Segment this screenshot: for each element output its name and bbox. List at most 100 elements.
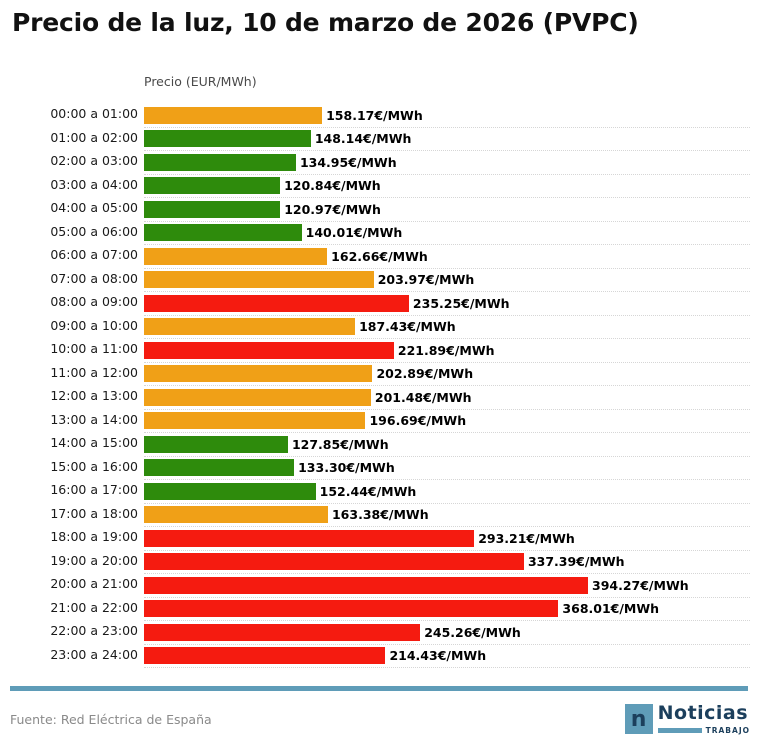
gridline xyxy=(144,502,750,504)
chart-row: 02:00 a 03:00 134.95€/MWh xyxy=(0,151,758,175)
bar-category-label: 01:00 a 02:00 xyxy=(50,129,138,145)
bar-category-label: 15:00 a 16:00 xyxy=(50,458,138,474)
chart-row: 03:00 a 04:00 120.84€/MWh xyxy=(0,175,758,198)
chart-row: 00:00 a 01:00 158.17€/MWh xyxy=(0,104,758,128)
bar-value-label: 163.38€/MWh xyxy=(331,507,429,522)
gridline xyxy=(144,667,750,668)
bar-category-label: 05:00 a 06:00 xyxy=(50,223,138,239)
bar-value-label: 120.84€/MWh xyxy=(284,178,381,193)
price-bar xyxy=(144,647,386,664)
price-bar xyxy=(144,224,302,241)
price-bar xyxy=(144,294,409,312)
bar-value-label: 293.21€/MWh xyxy=(478,530,575,546)
bar-category-label: 02:00 a 03:00 xyxy=(50,153,138,168)
bar-value-label: 120.97€/MWh xyxy=(284,201,381,217)
bar-category-label: 20:00 a 21:00 xyxy=(50,576,138,591)
price-bar xyxy=(144,177,281,194)
chart-plot-area: 00:00 a 01:00 158.17€/MWh 01:00 a 02:00 148… xyxy=(0,104,758,674)
chart-row: 14:00 a 15:00 127.85€/MWh xyxy=(0,433,758,457)
chart-row: 16:00 a 17:00 152.44€/MWh xyxy=(0,480,758,504)
chart-row: 15:00 a 16:00 133.30€/MWh xyxy=(0,457,758,480)
bar-category-label: 21:00 a 22:00 xyxy=(50,599,138,615)
gridline xyxy=(144,197,750,198)
bar-value-label: 202.89€/MWh xyxy=(376,366,474,381)
page-title: Precio de la luz, 10 de marzo de 2026 (P… xyxy=(12,8,639,37)
chart-row: 01:00 a 02:00 148.14€/MWh xyxy=(0,128,758,151)
chart-row: 11:00 a 12:00 202.89€/MWh xyxy=(0,363,758,386)
bar-category-label: 23:00 a 24:00 xyxy=(50,646,138,662)
chart-row: 08:00 a 09:00 235.25€/MWh xyxy=(0,292,758,316)
bar-category-label: 08:00 a 09:00 xyxy=(50,294,138,309)
gridline xyxy=(144,643,750,645)
gridline xyxy=(144,220,750,222)
bar-value-label: 201.48€/MWh xyxy=(374,389,472,405)
logo-tagline: TRABAJO xyxy=(705,725,750,735)
bar-value-label: 133.30€/MWh xyxy=(298,460,395,475)
price-bar xyxy=(144,506,328,523)
price-bar xyxy=(144,247,328,265)
bar-category-label: 17:00 a 18:00 xyxy=(50,505,138,521)
gridline xyxy=(144,385,750,386)
bar-category-label: 10:00 a 11:00 xyxy=(50,341,138,356)
chart-row: 10:00 a 11:00 221.89€/MWh xyxy=(0,339,758,363)
chart-row: 17:00 a 18:00 163.38€/MWh xyxy=(0,504,758,527)
chart-row: 12:00 a 13:00 201.48€/MWh xyxy=(0,386,758,410)
bar-category-label: 16:00 a 17:00 xyxy=(50,482,138,497)
footer-divider xyxy=(10,686,748,691)
bar-value-label: 134.95€/MWh xyxy=(299,154,397,170)
bar-category-label: 12:00 a 13:00 xyxy=(50,388,138,403)
chart-row: 19:00 a 20:00 337.39€/MWh xyxy=(0,551,758,574)
logo-mark-letter: n xyxy=(630,707,647,732)
bar-category-label: 19:00 a 20:00 xyxy=(50,552,138,568)
noticias-trabajo-logo: n Noticias TRABAJO xyxy=(624,701,750,736)
bar-category-label: 03:00 a 04:00 xyxy=(50,176,138,192)
price-bar xyxy=(144,600,559,617)
gridline xyxy=(144,549,750,551)
gridline xyxy=(144,126,750,128)
bar-value-label: 140.01€/MWh xyxy=(305,225,403,240)
chart-row: 23:00 a 24:00 214.43€/MWh xyxy=(0,645,758,668)
price-bar xyxy=(144,153,296,171)
gridline xyxy=(144,338,750,339)
bar-category-label: 11:00 a 12:00 xyxy=(50,364,138,380)
bar-category-label: 22:00 a 23:00 xyxy=(50,623,138,638)
logo-tagline-row: TRABAJO xyxy=(657,725,750,735)
bar-value-label: 245.26€/MWh xyxy=(424,624,521,640)
price-bar xyxy=(144,388,371,406)
chart-row: 22:00 a 23:00 245.26€/MWh xyxy=(0,621,758,645)
bar-value-label: 187.43€/MWh xyxy=(359,319,456,334)
gridline xyxy=(144,150,750,151)
bar-value-label: 162.66€/MWh xyxy=(331,248,428,264)
chart-row: 18:00 a 19:00 293.21€/MWh xyxy=(0,527,758,551)
price-bar xyxy=(144,341,394,359)
bar-value-label: 203.97€/MWh xyxy=(377,272,475,287)
price-bar xyxy=(144,482,316,500)
gridline xyxy=(144,432,750,433)
price-bar xyxy=(144,130,311,147)
gridline xyxy=(144,526,750,527)
price-bar xyxy=(144,412,366,429)
axis-label-x: Precio (EUR/MWh) xyxy=(144,74,257,89)
chart-row: 04:00 a 05:00 120.97€/MWh xyxy=(0,198,758,222)
price-bar-chart: Precio (EUR/MWh) 00:00 a 01:00 158.17€/MW… xyxy=(0,60,758,668)
bar-value-label: 196.69€/MWh xyxy=(369,413,467,428)
bar-value-label: 235.25€/MWh xyxy=(412,295,510,311)
price-bar xyxy=(144,576,588,594)
bar-category-label: 00:00 a 01:00 xyxy=(50,106,138,121)
price-bar xyxy=(144,271,374,288)
gridline xyxy=(144,314,750,316)
price-bar xyxy=(144,200,281,218)
bar-value-label: 337.39€/MWh xyxy=(527,554,625,569)
bar-value-label: 394.27€/MWh xyxy=(592,577,689,593)
price-bar xyxy=(144,106,323,124)
logo-brand-name: Noticias xyxy=(657,701,749,724)
bar-value-label: 158.17€/MWh xyxy=(326,107,423,123)
chart-row: 09:00 a 10:00 187.43€/MWh xyxy=(0,316,758,339)
gridline xyxy=(144,267,750,269)
gridline xyxy=(144,596,750,598)
logo-accent-bar xyxy=(657,727,702,733)
bar-category-label: 09:00 a 10:00 xyxy=(50,317,138,333)
chart-row: 05:00 a 06:00 140.01€/MWh xyxy=(0,222,758,245)
gridline xyxy=(144,455,750,457)
bar-category-label: 06:00 a 07:00 xyxy=(50,247,138,262)
